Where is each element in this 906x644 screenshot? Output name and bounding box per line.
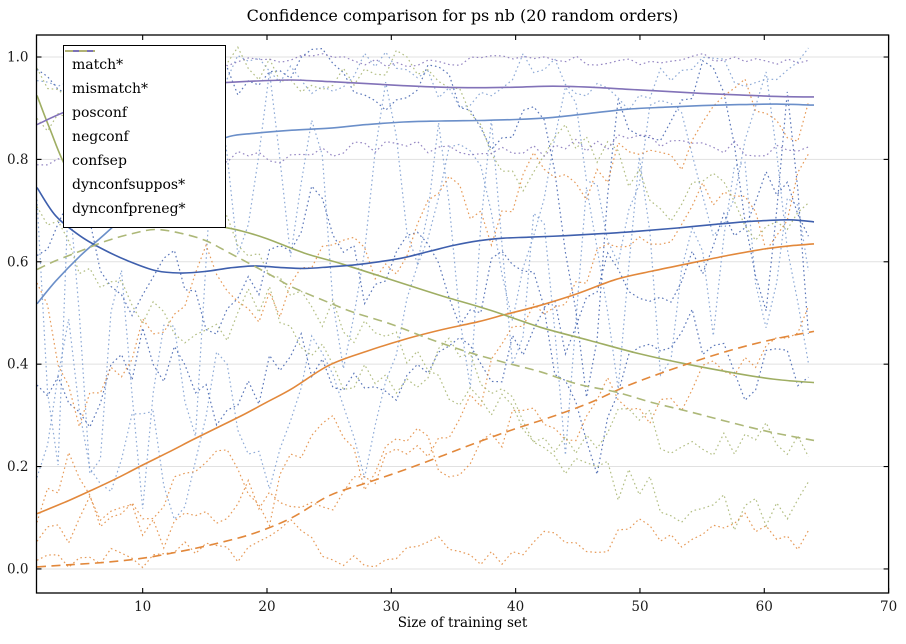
legend-swatch-dynconfpreneg — [65, 50, 95, 52]
legend-label-negconf: negconf — [72, 129, 129, 145]
noise-run — [36, 134, 809, 166]
x-tick-label: 30 — [383, 599, 400, 615]
legend-item-confsep: confsep — [65, 50, 217, 173]
y-tick-label: 0.4 — [7, 357, 28, 373]
plot-border — [35, 34, 890, 594]
legend-label-dynconfsuppos: dynconfsuppos* — [72, 177, 186, 193]
x-tick-label: 50 — [631, 599, 648, 615]
legend-item-dynconfsuppos: dynconfsuppos* — [65, 50, 217, 197]
legend-label-dynconfpreneg: dynconfpreneg* — [72, 201, 186, 217]
x-tick-label: 10 — [134, 599, 151, 615]
series-line-dynconfsuppos — [36, 330, 815, 568]
y-tick-label: 0.8 — [7, 152, 28, 168]
noise-run — [36, 512, 809, 569]
legend-label-mismatch: mismatch* — [72, 81, 149, 97]
y-tick-label: 0.2 — [7, 459, 28, 475]
noise-run — [217, 52, 810, 68]
legend-label-posconf: posconf — [72, 105, 128, 121]
y-tick-label: 1.0 — [7, 50, 28, 66]
legend-label-match: match* — [72, 57, 124, 73]
y-tick-label: 0.0 — [7, 561, 28, 577]
legend-label-confsep: confsep — [72, 153, 127, 169]
x-tick-label: 20 — [258, 599, 275, 615]
noise-run — [36, 77, 809, 429]
noise-run — [36, 71, 809, 521]
noise-run — [36, 153, 809, 550]
series-line-negconf — [36, 187, 815, 274]
noise-run — [36, 169, 809, 357]
legend: match* mismatch* posconf negconf confsep dync… — [63, 45, 226, 228]
noise-run — [36, 307, 809, 475]
legend-item-negconf: negconf — [65, 50, 217, 149]
noise-run — [36, 67, 809, 457]
x-axis-label: Size of training set — [397, 615, 528, 631]
legend-item-mismatch: mismatch* — [65, 50, 217, 101]
noise-run — [36, 71, 809, 509]
legend-item-match: match* — [65, 50, 217, 77]
legend-item-dynconfpreneg: dynconfpreneg* — [65, 50, 217, 221]
x-tick-label: 60 — [756, 599, 773, 615]
y-tick-label: 0.6 — [7, 254, 28, 270]
x-tick-label: 70 — [880, 599, 897, 615]
series-line-dynconfpreneg — [36, 228, 815, 442]
x-tick-label: 40 — [507, 599, 524, 615]
chart-title: Confidence comparison for ps nb (20 rand… — [246, 6, 679, 25]
series-line-match — [36, 243, 815, 515]
legend-item-posconf: posconf — [65, 50, 217, 125]
